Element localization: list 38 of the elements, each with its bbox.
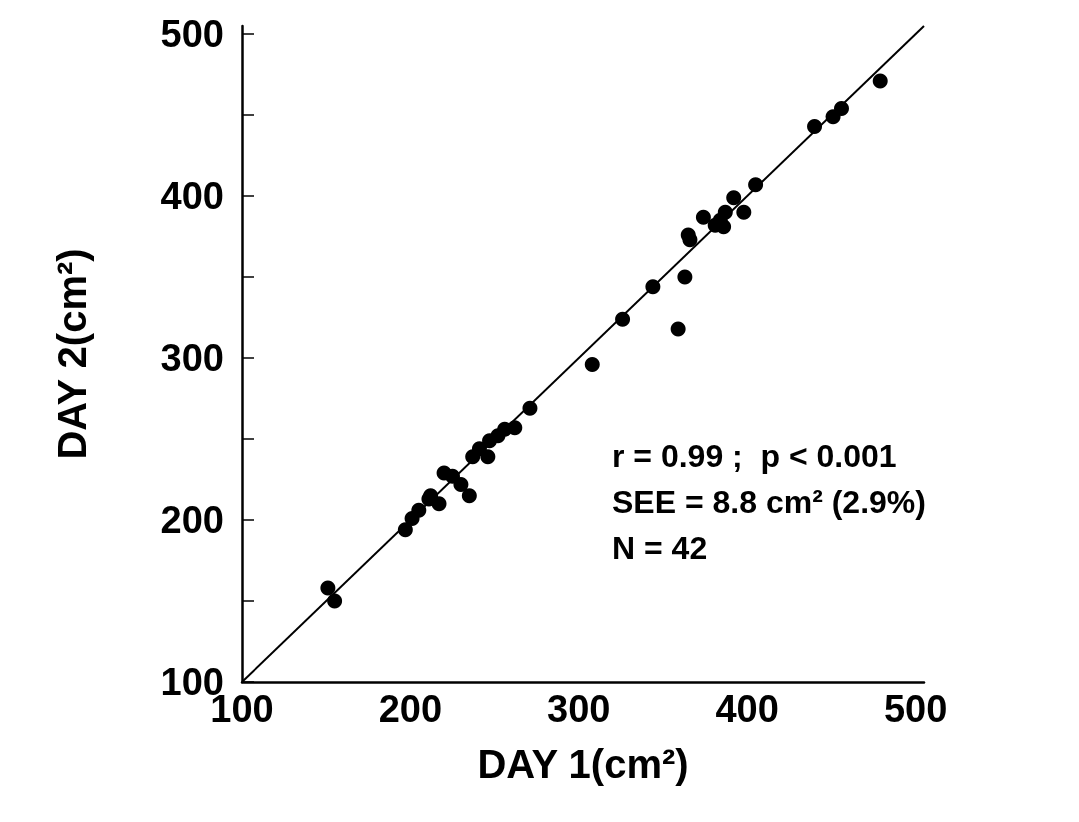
point: [748, 177, 764, 193]
annotation: r = 0.99 ; p < 0.001: [612, 438, 897, 474]
y-axis-title: DAY 2(cm²): [50, 248, 94, 460]
point: [670, 321, 686, 337]
y-tick-label: 300: [160, 337, 224, 380]
point: [431, 496, 447, 512]
x-tick-label: 500: [883, 688, 948, 730]
point: [682, 232, 698, 248]
point: [716, 219, 732, 235]
point: [522, 400, 538, 416]
point: [411, 502, 427, 518]
point: [480, 449, 496, 465]
x-tick-label: 200: [378, 688, 443, 730]
point: [615, 311, 631, 327]
point: [834, 101, 849, 117]
point: [726, 190, 742, 206]
point: [807, 118, 823, 134]
point: [736, 204, 752, 220]
point: [327, 593, 343, 609]
x-axis-title: DAY 1(cm²): [477, 742, 689, 786]
point: [584, 357, 600, 373]
point: [717, 204, 733, 220]
point: [507, 420, 523, 436]
x-tick-label: 400: [715, 688, 779, 730]
y-tick-label: 200: [160, 499, 224, 542]
y-tick-label: 500: [160, 13, 224, 56]
point: [320, 580, 336, 596]
annotation: N = 42: [612, 530, 708, 566]
point: [461, 488, 477, 504]
point: [695, 209, 711, 225]
annotation: SEE = 8.8 cm² (2.9%): [612, 484, 926, 520]
y-tick-label: 400: [160, 175, 224, 218]
x-tick-label: 300: [547, 688, 611, 730]
point: [872, 73, 888, 89]
point: [397, 522, 413, 538]
point: [677, 269, 693, 285]
point: [453, 476, 469, 492]
point: [645, 279, 661, 295]
